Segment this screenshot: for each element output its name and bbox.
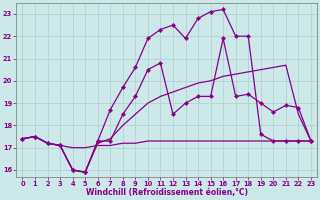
X-axis label: Windchill (Refroidissement éolien,°C): Windchill (Refroidissement éolien,°C) xyxy=(86,188,248,197)
